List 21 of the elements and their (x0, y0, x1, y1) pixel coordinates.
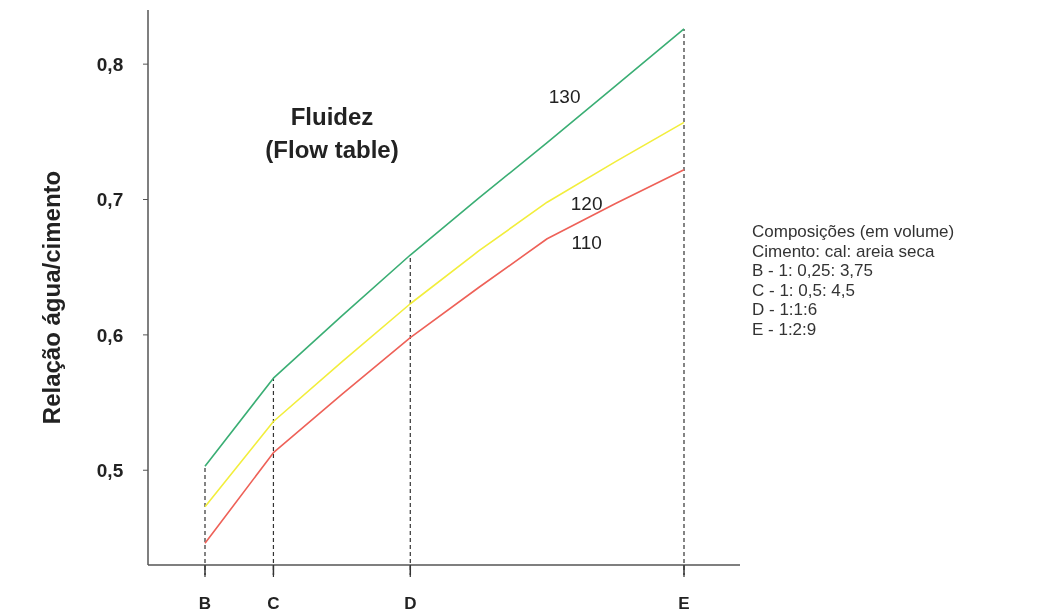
x-tick-label: C (267, 594, 280, 613)
y-tick-label: 0,7 (96, 189, 124, 211)
y-axis-title: Relação água/cimento (38, 170, 65, 425)
series-label: 120 (570, 192, 603, 214)
text: D - 1:1:6 (752, 300, 818, 319)
text: E - 1:2:9 (752, 319, 817, 339)
text: Fluidez (Flow table) (265, 103, 399, 163)
text: Composições (em volume) (752, 222, 955, 241)
text: C - 1: 0,5: 4,5 (752, 280, 855, 300)
y-tick-label: 0,5 (96, 459, 124, 481)
y-tick-label: 0,8 (96, 53, 124, 75)
series-label: 130 (548, 85, 581, 107)
x-tick-label: B (198, 594, 212, 613)
series-label: 110 (571, 231, 602, 253)
text: Cimento: cal: areia seca (752, 241, 935, 261)
text: B - 1: 0,25: 3,75 (752, 261, 873, 280)
y-tick-label: 0,6 (96, 324, 124, 346)
x-tick-label: E (678, 594, 690, 613)
line-series (204, 28, 685, 467)
x-tick-label: D (404, 594, 417, 613)
line-series (204, 168, 685, 545)
